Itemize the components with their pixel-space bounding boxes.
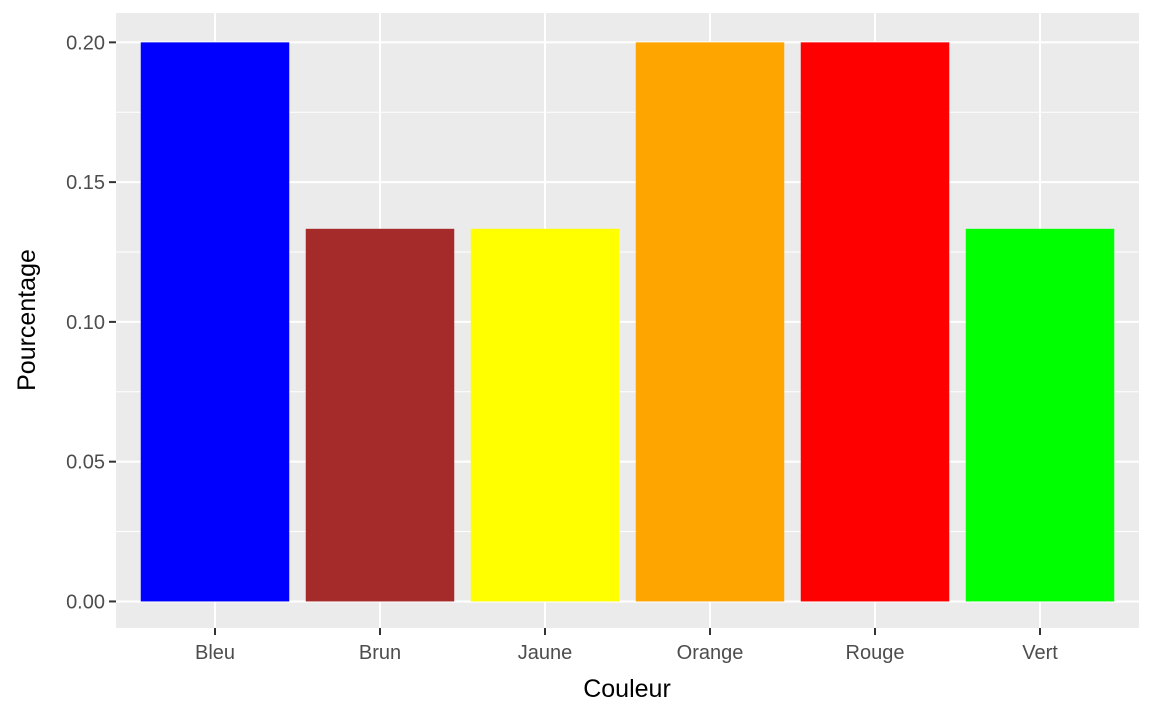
x-tick-label: Bleu xyxy=(195,642,235,664)
bar-brun xyxy=(305,228,455,602)
x-tick-label: Orange xyxy=(677,642,744,664)
x-axis-ticks: Bleu Brun Jaune Orange Rouge Vert xyxy=(195,628,1058,664)
bar-vert xyxy=(965,228,1115,602)
y-axis-title: Pourcentage xyxy=(13,249,41,391)
x-tick-label: Vert xyxy=(1022,642,1058,664)
bar-rouge xyxy=(800,42,950,602)
bar-bleu xyxy=(140,42,290,602)
y-tick-label: 0.10 xyxy=(66,312,105,334)
y-axis-ticks: 0.00 0.05 0.10 0.15 0.20 xyxy=(66,32,116,613)
bars xyxy=(140,42,1115,602)
y-tick-label: 0.05 xyxy=(66,452,105,474)
bar-orange xyxy=(635,42,785,602)
x-tick-label: Brun xyxy=(359,642,401,664)
x-axis-title: Couleur xyxy=(583,675,671,703)
x-tick-label: Jaune xyxy=(518,642,573,664)
bar-jaune xyxy=(470,228,620,602)
y-tick-label: 0.15 xyxy=(66,172,105,194)
x-tick-label: Rouge xyxy=(846,642,905,664)
y-tick-label: 0.00 xyxy=(66,591,105,613)
y-tick-label: 0.20 xyxy=(66,32,105,54)
